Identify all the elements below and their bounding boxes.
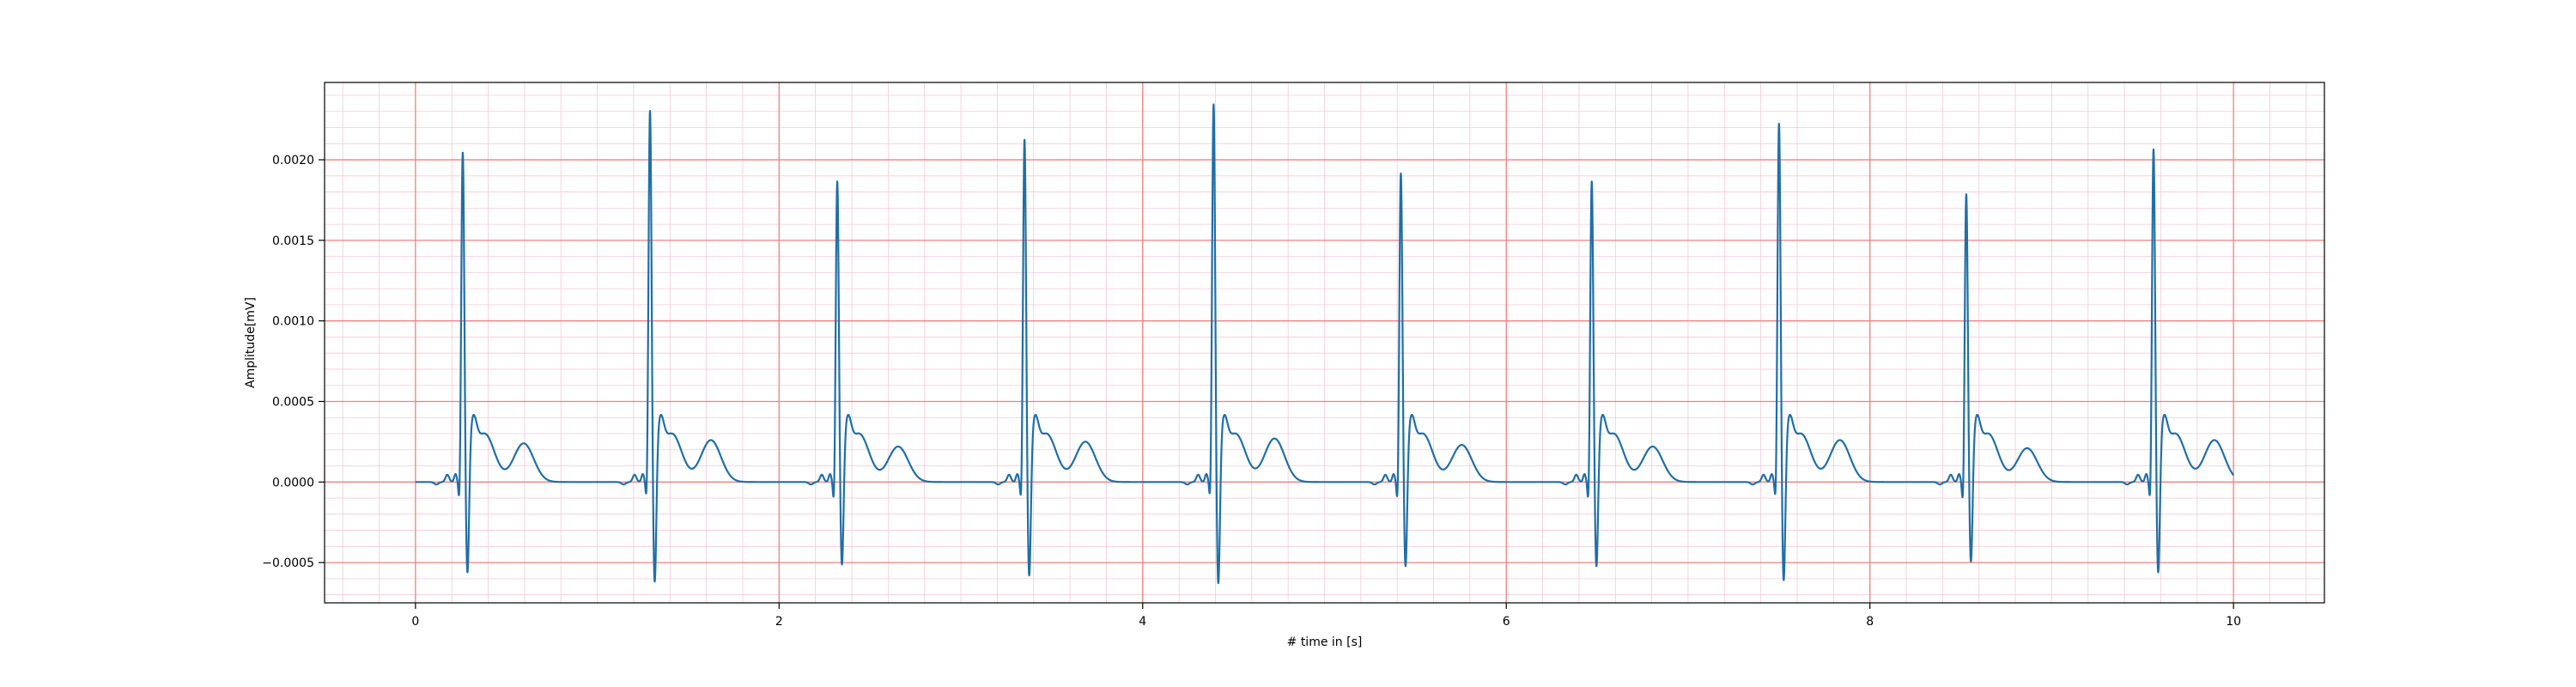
- y-axis-ticks: −0.0005 0.0000 0.0005 0.0010 0.0015 0.0020: [262, 154, 325, 570]
- x-tick-label: 10: [2226, 615, 2241, 629]
- y-tick-label: 0.0015: [272, 234, 314, 248]
- y-axis-label: Amplitude[mV]: [244, 297, 258, 388]
- x-tick-label: 4: [1139, 615, 1146, 629]
- x-tick-label: 6: [1503, 615, 1510, 629]
- x-tick-label: 0: [411, 615, 419, 629]
- x-axis-label: # time in [s]: [1287, 635, 1363, 649]
- y-tick-label: 0.0020: [272, 154, 314, 167]
- y-tick-label: 0.0000: [272, 476, 314, 489]
- x-axis-ticks: 0 2 4 6 8 10: [411, 603, 2241, 629]
- y-tick-label: 0.0010: [272, 315, 314, 329]
- ecg-series-line: [414, 103, 2235, 585]
- x-tick-label: 8: [1866, 615, 1874, 629]
- x-tick-label: 2: [775, 615, 783, 629]
- y-tick-label: 0.0005: [272, 395, 314, 409]
- plot-area-frame: [324, 82, 2325, 604]
- y-tick-label: −0.0005: [262, 556, 314, 570]
